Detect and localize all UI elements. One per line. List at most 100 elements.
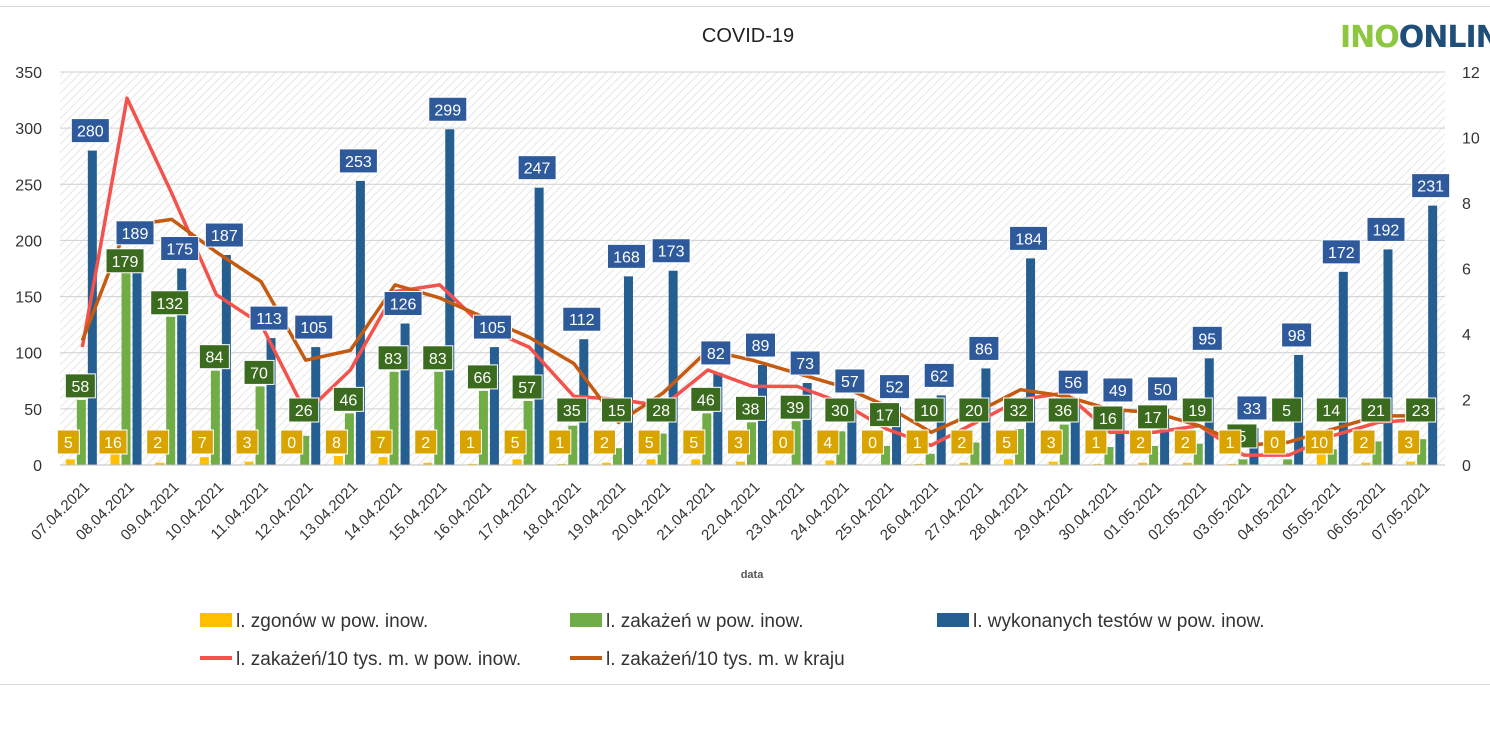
top-divider [0,6,1490,7]
data-label-infections-text: 70 [250,365,268,382]
data-label-tests-text: 189 [122,226,149,243]
data-label-tests-bg [651,238,691,264]
data-label-infections-bg [198,344,230,370]
data-label-infections-text: 26 [295,403,313,420]
data-label-tests: 192 [1366,216,1406,242]
legend-item: l. wykonanych testów w pow. inow. [937,611,1264,632]
y-tick-label: 200 [15,233,42,250]
legend-item: l. zakażeń w pow. inow. [570,611,804,632]
bar-infections [1238,459,1248,465]
legend-item: l. zakażeń/10 tys. m. w kraju [570,649,845,670]
data-label-tests-bg [204,222,244,248]
data-label-infections-text: 15 [608,403,626,420]
bar-tests [802,383,812,465]
data-label-tests: 73 [789,350,821,376]
data-label-infections-bg [1092,405,1124,431]
data-label-tests-text: 89 [752,338,770,355]
bar-infections [1149,445,1159,465]
data-label-tests: 126 [383,291,423,317]
data-label-infections-bg [1137,404,1169,430]
bar-infections [344,413,354,465]
y-tick-label: 100 [15,346,42,363]
data-label-infections-text: 39 [786,400,804,417]
data-label-tests: 105 [294,314,334,340]
legend-label: l. zakażeń/10 tys. m. w pow. inow. [236,649,521,670]
data-label-tests-bg [700,340,732,366]
data-label-infections-bg [600,397,632,423]
y2-tick-label: 10 [1462,131,1480,148]
data-label-tests-bg [1191,325,1223,351]
data-label-deaths: 1 [1084,429,1108,455]
bar-infections [657,433,667,465]
data-label-tests-text: 172 [1328,245,1355,262]
bar-deaths [1406,461,1416,465]
data-label-tests: 173 [651,238,691,264]
bar-tests [1428,205,1438,465]
data-label-tests-bg [968,335,1000,361]
data-label-tests-text: 56 [1064,375,1082,392]
data-label-infections-bg [150,290,190,316]
bar-tests [400,323,410,465]
data-label-deaths-text: 5 [1002,435,1011,452]
data-label-deaths-text: 1 [555,435,564,452]
bar-tests [847,400,857,465]
y-tick-label: 50 [24,402,42,419]
data-label-deaths-text: 3 [1047,435,1056,452]
data-label-deaths: 2 [146,429,170,455]
data-label-deaths-bg [1397,429,1421,455]
data-label-infections-bg [1360,397,1392,423]
data-label-tests-text: 98 [1288,328,1306,345]
data-label-deaths: 0 [280,429,304,455]
bar-tests [445,129,455,465]
bar-tests [266,338,276,465]
data-label-deaths-text: 5 [645,435,654,452]
data-label-tests: 50 [1147,376,1179,402]
data-label-tests-text: 113 [256,311,282,328]
y-tick-label: 300 [15,121,42,138]
data-label-deaths: 0 [771,429,795,455]
data-label-tests-text: 105 [479,320,506,337]
data-label-tests: 89 [745,332,776,358]
data-label-tests-bg [562,306,602,332]
data-label-deaths-text: 2 [1136,435,1145,452]
data-label-infections-bg [105,248,145,274]
data-label-tests: 57 [834,368,866,394]
data-label-deaths-bg [190,429,214,455]
data-label-tests-text: 82 [707,346,725,363]
bar-infections [970,442,980,465]
bar-infections [702,413,712,465]
bar-tests [87,150,97,465]
data-label-deaths: 1 [548,429,572,455]
bar-tests [132,252,142,465]
data-label-tests-text: 175 [166,242,193,259]
data-label-infections-text: 23 [1412,403,1430,420]
data-label-infections: 10 [913,397,945,423]
data-label-deaths-bg [146,429,170,455]
data-label-deaths-bg [1084,429,1108,455]
data-label-infections-bg [556,397,588,423]
data-label-infections: 46 [332,386,364,412]
data-label-infections-bg [511,374,543,400]
data-label-deaths-text: 0 [287,435,296,452]
data-label-infections-bg [1271,397,1303,423]
data-label-deaths-text: 2 [1181,435,1190,452]
data-label-deaths-text: 4 [823,435,832,452]
bar-tests [1383,249,1393,465]
data-label-tests-bg [1411,173,1451,199]
data-label-tests-bg [1009,225,1049,251]
data-label-infections: 17 [869,402,901,428]
data-label-deaths-text: 2 [600,435,609,452]
bar-tests [1026,258,1036,465]
legend-label: l. zgonów w pow. inow. [236,611,428,632]
data-label-tests-text: 105 [300,320,327,337]
bar-tests [892,406,902,465]
legend-label: l. zakażeń/10 tys. m. w kraju [606,649,845,670]
bar-deaths [1093,463,1103,465]
bar-infections [523,400,533,465]
data-label-tests-bg [923,362,955,388]
bar-infections [1283,459,1293,465]
bar-infections [76,399,86,465]
data-label-infections: 179 [105,248,145,274]
bar-deaths [1182,462,1192,465]
